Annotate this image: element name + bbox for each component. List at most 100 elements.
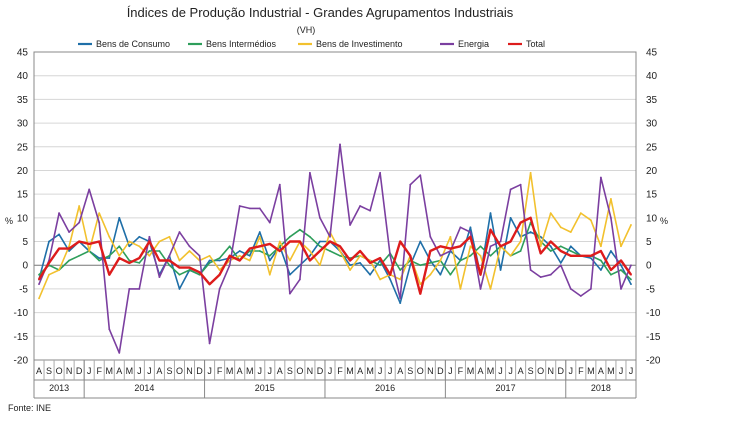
data-point <box>630 278 632 281</box>
month-label: S <box>528 366 534 376</box>
data-point <box>349 224 351 226</box>
year-label: 2015 <box>255 383 275 393</box>
data-point <box>429 273 432 276</box>
data-point <box>569 288 572 290</box>
month-label: J <box>268 366 273 376</box>
data-point <box>138 245 141 248</box>
data-point <box>589 254 592 257</box>
data-point <box>610 216 612 219</box>
data-point <box>519 183 522 186</box>
data-point <box>319 240 321 243</box>
data-point <box>620 259 622 262</box>
data-point <box>48 273 50 276</box>
data-point <box>88 250 91 252</box>
data-point <box>620 245 622 248</box>
data-point <box>98 240 101 243</box>
data-point <box>178 259 181 262</box>
data-point <box>519 240 522 243</box>
y-tick-label-left: 20 <box>17 166 29 177</box>
data-point <box>309 250 311 252</box>
month-label: M <box>226 366 234 376</box>
data-point <box>549 273 552 276</box>
data-point <box>118 254 121 257</box>
data-point <box>288 273 291 276</box>
data-point <box>630 273 632 276</box>
data-point <box>38 273 40 276</box>
data-point <box>258 245 261 248</box>
data-point <box>218 288 221 290</box>
data-point <box>98 257 101 260</box>
data-point <box>228 264 231 267</box>
data-point <box>38 283 40 286</box>
month-label: M <box>366 366 374 376</box>
data-point <box>168 264 171 267</box>
data-point <box>128 245 131 248</box>
data-point <box>88 243 91 245</box>
legend: Bens de Consumo Bens Intermédios Bens de I… <box>78 39 545 49</box>
month-label: J <box>87 366 92 376</box>
data-point <box>319 250 321 252</box>
data-point <box>248 207 251 210</box>
data-point <box>58 233 60 236</box>
data-point <box>569 254 572 257</box>
data-point <box>509 188 512 191</box>
data-point <box>479 288 482 290</box>
series-line-total <box>37 216 632 295</box>
data-point <box>288 240 291 243</box>
data-point <box>599 259 602 262</box>
y-axis-label-left: % <box>5 216 13 226</box>
data-point <box>579 254 582 257</box>
y-tick-label-left: 30 <box>17 119 29 130</box>
data-point <box>529 171 532 174</box>
data-point <box>38 297 40 300</box>
data-point <box>610 197 612 200</box>
data-point <box>298 240 301 243</box>
data-point <box>529 216 532 219</box>
data-point <box>108 235 111 238</box>
month-label: O <box>417 366 424 376</box>
month-label: M <box>106 366 114 376</box>
data-point <box>439 273 442 276</box>
y-tick-label-left: -10 <box>14 308 29 319</box>
data-point <box>419 174 422 177</box>
month-label: M <box>346 366 354 376</box>
data-point <box>549 212 552 215</box>
data-point <box>399 240 402 243</box>
data-point <box>68 247 71 250</box>
data-point <box>579 295 582 297</box>
data-point <box>128 259 131 262</box>
data-point <box>138 257 141 260</box>
data-point <box>509 254 512 257</box>
data-point <box>429 259 432 262</box>
y-tick-label-left: -5 <box>19 284 28 295</box>
data-point <box>158 259 161 262</box>
data-point <box>178 266 181 269</box>
month-label: S <box>166 366 172 376</box>
month-label: D <box>196 366 203 376</box>
month-label: A <box>357 366 363 376</box>
data-point <box>218 269 221 271</box>
data-point <box>329 235 331 238</box>
data-point <box>319 264 321 267</box>
data-point <box>238 205 241 207</box>
data-point <box>409 254 412 257</box>
data-point <box>479 254 482 257</box>
y-tick-label-right: -10 <box>646 308 661 319</box>
month-label: F <box>458 366 464 376</box>
data-point <box>569 231 572 233</box>
series-points-total <box>38 216 632 295</box>
data-point <box>369 261 372 264</box>
data-point <box>258 235 261 238</box>
data-point <box>610 269 612 271</box>
data-point <box>369 209 372 212</box>
data-point <box>319 245 321 248</box>
data-point <box>178 231 181 233</box>
data-point <box>48 240 50 243</box>
data-point <box>599 176 602 179</box>
data-point <box>509 240 512 243</box>
month-label: S <box>46 366 52 376</box>
data-point <box>379 264 382 267</box>
data-point <box>158 276 161 278</box>
data-point <box>58 212 60 215</box>
